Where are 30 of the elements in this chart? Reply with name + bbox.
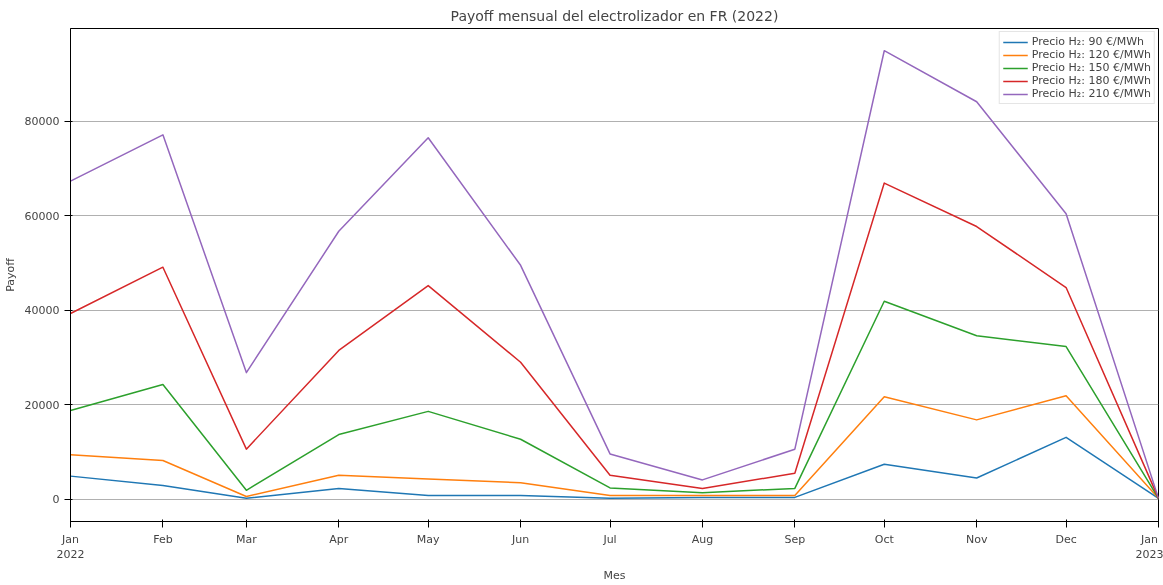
line-series (70, 300, 1159, 500)
y-tick-label: 0 (52, 493, 60, 507)
x-tick-label: Dec (1055, 532, 1077, 546)
x-tick-label: Jan 2023 (1135, 532, 1163, 562)
y-tick-label: 60000 (24, 209, 60, 223)
x-tick-label: Oct (874, 532, 895, 546)
chart-title: Payoff mensual del electrolizador en FR (2022) (450, 7, 779, 24)
y-axis-title: Payoff (3, 257, 17, 292)
x-tick-label: Sep (784, 532, 806, 546)
line-series (70, 49, 1159, 500)
y-tick-label: 80000 (24, 115, 60, 129)
legend-label: Precio H₂: 120 €/MWh (1031, 48, 1151, 61)
x-tick-label: Jul (602, 532, 617, 546)
legend-label: Precio H₂: 150 €/MWh (1031, 61, 1151, 74)
x-tick-label: Nov (965, 532, 988, 546)
x-tick-label: Mar (235, 532, 258, 546)
x-tick-label: May (416, 532, 441, 546)
x-tick-label: Feb (153, 532, 173, 546)
line-series (70, 395, 1159, 500)
legend-label: Precio H₂: 180 €/MWh (1031, 74, 1151, 87)
x-tick-label: Apr (329, 532, 349, 546)
x-tick-label: Aug (691, 532, 714, 546)
y-tick-label: 20000 (24, 398, 60, 412)
legend-label: Precio H₂: 90 €/MWh (1031, 35, 1144, 48)
y-tick-label: 40000 (24, 304, 60, 318)
x-tick-label: Jan 2022 (56, 532, 85, 562)
x-tick-label: Jun (511, 532, 530, 546)
line-series (70, 436, 1159, 500)
x-axis-title: Mes (603, 569, 626, 583)
legend-label: Precio H₂: 210 €/MWh (1031, 87, 1151, 100)
